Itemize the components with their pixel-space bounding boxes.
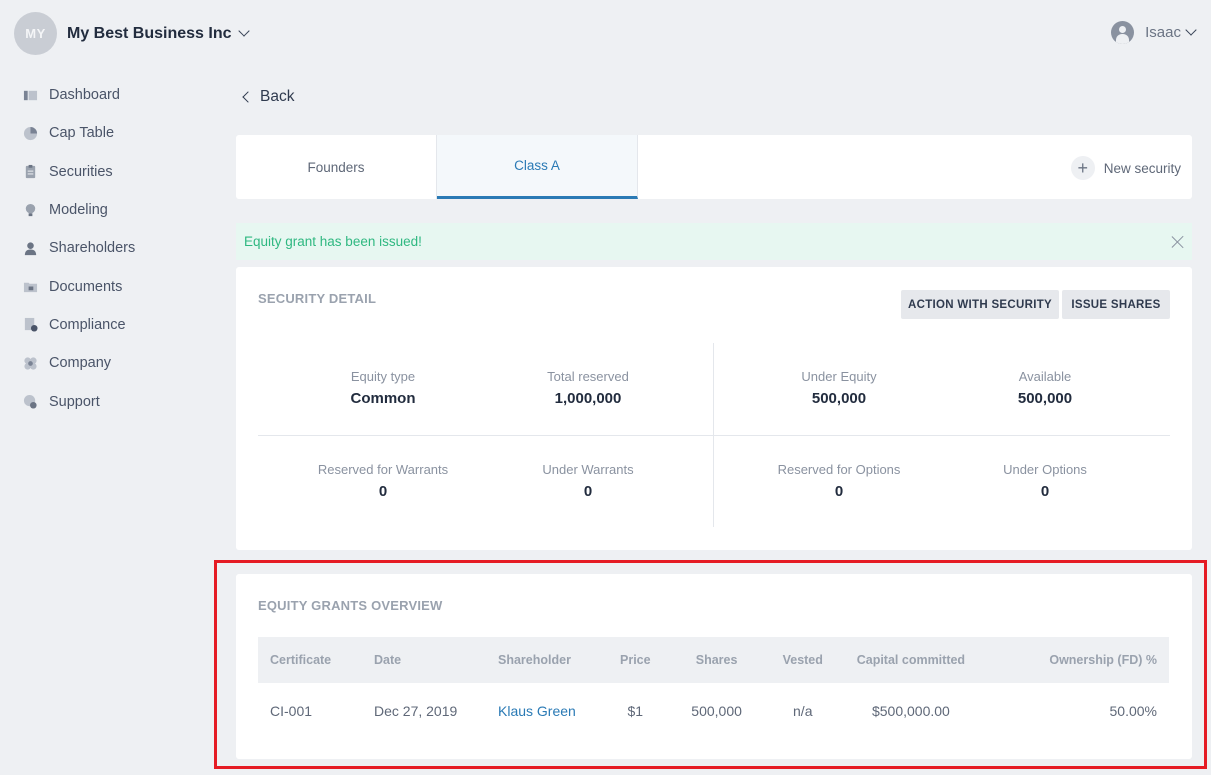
stat-value: 500,000	[1017, 390, 1073, 407]
stat-value: 0	[834, 483, 844, 500]
cell-certificate: CI-001	[270, 702, 313, 719]
sidebar-item-securities[interactable]: Securities	[22, 153, 135, 191]
dashboard-icon	[22, 87, 38, 103]
column-header[interactable]: Shareholder	[486, 637, 608, 683]
user-avatar-icon	[1111, 21, 1135, 44]
security-detail-card: SECURITY DETAIL ACTION WITH SECURITY ISS…	[236, 267, 1192, 550]
sidebar-item-documents[interactable]: Documents	[22, 267, 135, 305]
sidebar-item-label: Modeling	[49, 202, 108, 219]
cell-capital-committed: $500,000.00	[871, 702, 950, 719]
stat-value: 500,000	[811, 390, 867, 407]
equity-grants-card: EQUITY GRANTS OVERVIEW Certificate Date …	[236, 574, 1192, 759]
sidebar-item-label: Cap Table	[49, 125, 115, 142]
sidebar-item-label: Company	[49, 355, 112, 372]
action-with-security-button[interactable]: ACTION WITH SECURITY	[901, 290, 1059, 319]
back-label: Back	[260, 88, 295, 105]
clipboard-icon	[22, 164, 38, 180]
chevron-left-icon	[242, 91, 254, 103]
stat-under-options: Under Options 0	[945, 462, 1145, 500]
doc-check-icon	[22, 317, 38, 333]
chevron-down-icon	[237, 25, 250, 37]
close-icon[interactable]	[1171, 235, 1184, 248]
user-menu[interactable]: Isaac	[1111, 21, 1197, 44]
column-header[interactable]: Date	[362, 637, 486, 683]
stat-value: 0	[583, 483, 593, 500]
stat-under-warrants: Under Warrants 0	[488, 462, 688, 500]
sidebar: Dashboard Cap Table Securities Modeling …	[22, 76, 135, 421]
stat-label: Reserved for Options	[777, 462, 901, 477]
divider	[258, 435, 1170, 436]
column-header[interactable]: Price	[608, 637, 663, 683]
stat-label: Under Equity	[801, 369, 877, 384]
sidebar-item-support[interactable]: Support	[22, 382, 135, 420]
bulb-icon	[22, 202, 38, 218]
stat-label: Reserved for Warrants	[317, 462, 449, 477]
cell-shareholder-link[interactable]: Klaus Green	[498, 702, 576, 719]
stat-value: 0	[378, 483, 388, 500]
alert-message: Equity grant has been issued!	[244, 234, 422, 249]
sidebar-item-label: Securities	[49, 163, 113, 180]
new-security-label: New security	[1103, 160, 1181, 176]
stat-label: Available	[1018, 369, 1072, 384]
column-header[interactable]: Capital committed	[834, 637, 987, 683]
security-stats: Equity type Common Total reserved 1,000,…	[258, 343, 1170, 527]
column-header[interactable]: Vested	[770, 637, 835, 683]
stat-total-reserved: Total reserved 1,000,000	[488, 369, 688, 407]
flower-icon	[22, 355, 38, 371]
org-name: My Best Business Inc	[67, 24, 232, 42]
person-icon	[22, 240, 38, 256]
sidebar-item-dashboard[interactable]: Dashboard	[22, 76, 135, 114]
table-row: CI-001 Dec 27, 2019 Klaus Green $1 500,0…	[258, 683, 1169, 738]
chevron-down-icon	[1185, 24, 1197, 36]
stat-available: Available 500,000	[945, 369, 1145, 407]
sidebar-item-label: Compliance	[49, 316, 126, 333]
sidebar-item-compliance[interactable]: Compliance	[22, 306, 135, 344]
stat-label: Total reserved	[547, 369, 629, 384]
sidebar-item-label: Documents	[49, 278, 123, 295]
column-header[interactable]: Certificate	[258, 637, 362, 683]
cell-price: $1	[627, 702, 644, 719]
sidebar-item-label: Dashboard	[49, 87, 120, 104]
stat-label: Under Options	[1003, 462, 1087, 477]
sidebar-item-cap-table[interactable]: Cap Table	[22, 114, 135, 152]
sidebar-item-company[interactable]: Company	[22, 344, 135, 382]
support-icon	[22, 394, 38, 410]
user-name: Isaac	[1145, 24, 1181, 41]
cell-shares: 500,000	[691, 702, 742, 719]
tab-founders[interactable]: Founders	[236, 135, 437, 199]
table-header-row: Certificate Date Shareholder Price Share…	[258, 637, 1169, 683]
stat-label: Equity type	[350, 369, 416, 384]
sidebar-item-label: Shareholders	[49, 240, 136, 257]
stat-reserved-options: Reserved for Options 0	[739, 462, 939, 500]
cell-vested: n/a	[793, 702, 813, 719]
plus-icon: +	[1070, 156, 1095, 180]
folder-lock-icon	[22, 279, 38, 295]
org-avatar: MY	[14, 12, 57, 55]
equity-grants-title: EQUITY GRANTS OVERVIEW	[258, 598, 443, 613]
stat-reserved-warrants: Reserved for Warrants 0	[283, 462, 483, 500]
stat-value: 0	[1040, 483, 1050, 500]
success-alert: Equity grant has been issued!	[236, 223, 1192, 260]
tab-class-a[interactable]: Class A	[437, 135, 638, 199]
cell-date: Dec 27, 2019	[374, 702, 458, 719]
equity-grants-table: Certificate Date Shareholder Price Share…	[258, 637, 1169, 738]
stat-value: Common	[350, 390, 416, 407]
security-detail-title: SECURITY DETAIL	[258, 291, 377, 306]
stat-label: Under Warrants	[542, 462, 634, 477]
cell-ownership: 50.00%	[1109, 702, 1157, 719]
stat-under-equity: Under Equity 500,000	[739, 369, 939, 407]
org-switcher[interactable]: MY My Best Business Inc	[14, 12, 250, 55]
issue-shares-button[interactable]: ISSUE SHARES	[1062, 290, 1170, 319]
back-link[interactable]: Back	[241, 88, 294, 106]
column-header[interactable]: Ownership (FD) %	[986, 637, 1169, 683]
pie-chart-icon	[22, 125, 38, 141]
stat-value: 1,000,000	[554, 390, 622, 407]
sidebar-item-shareholders[interactable]: Shareholders	[22, 229, 135, 267]
sidebar-item-modeling[interactable]: Modeling	[22, 191, 135, 229]
security-tabs: Founders Class A + New security	[236, 135, 1192, 199]
new-security-button[interactable]: + New security	[1070, 156, 1181, 180]
stat-equity-type: Equity type Common	[283, 369, 483, 407]
sidebar-item-label: Support	[49, 393, 100, 410]
column-header[interactable]: Shares	[662, 637, 771, 683]
